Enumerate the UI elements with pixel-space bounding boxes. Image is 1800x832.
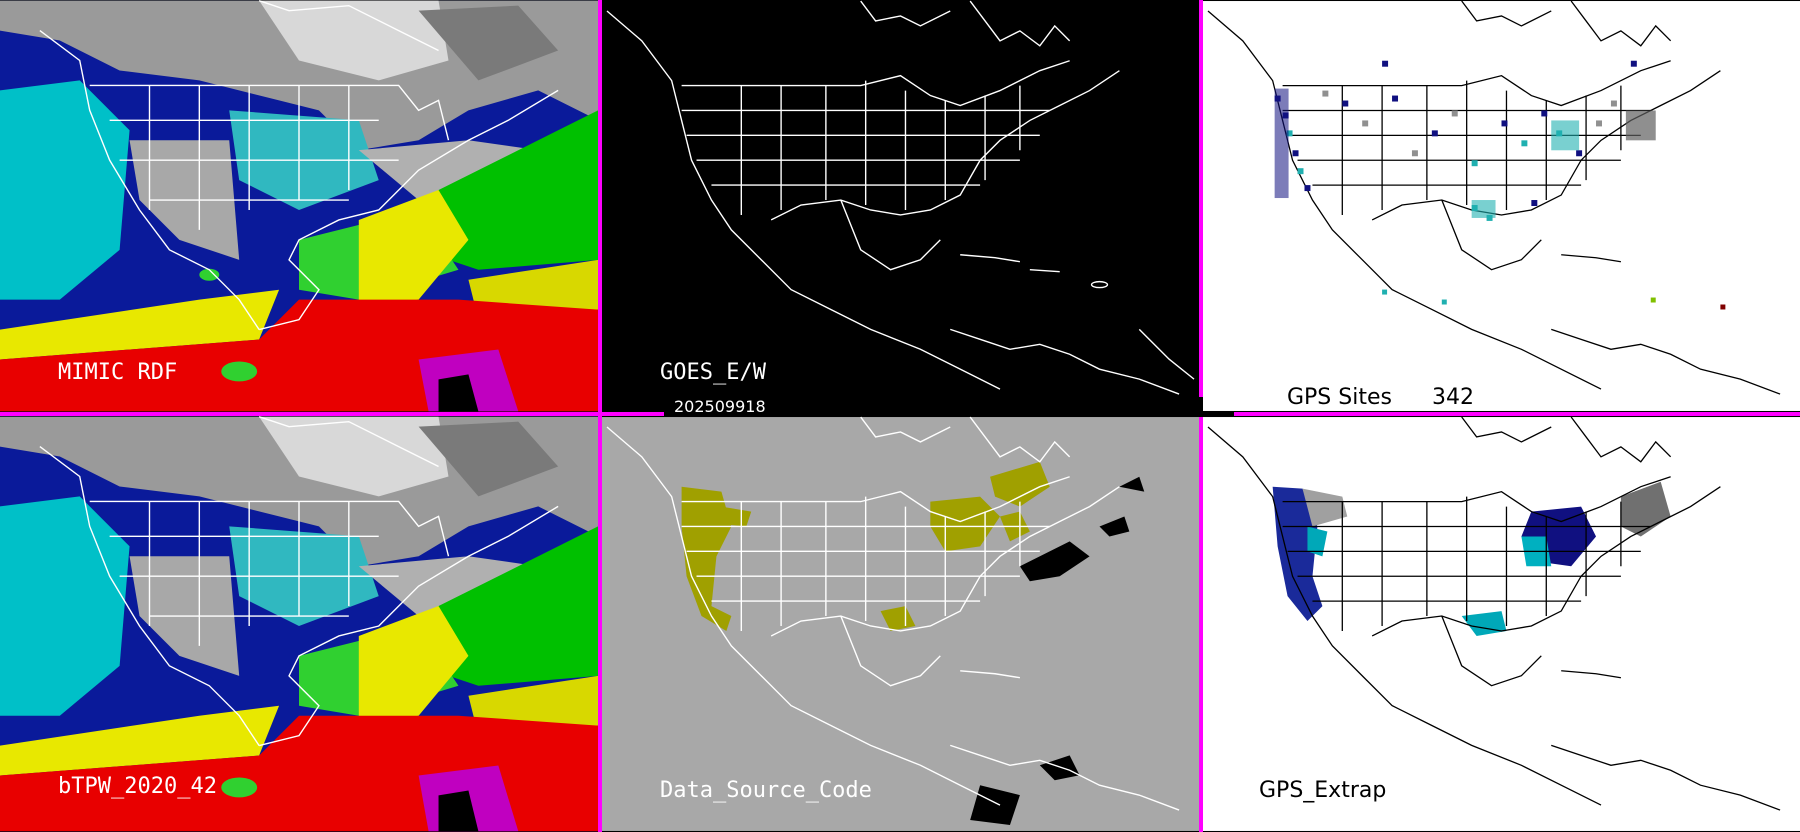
btpw-label: bTPW_2020_42: [58, 774, 217, 799]
gps-extrap-map: [1203, 416, 1800, 831]
mimic-rdf-map: [0, 0, 598, 412]
gps-sites-label-text: GPS Sites: [1286, 385, 1392, 410]
timestamp-text: 202509918: [674, 397, 766, 416]
data-source-map: [602, 416, 1199, 831]
gps-sites-label: GPS Sites 342: [1259, 360, 1474, 412]
gps-extrap-panel: GPS_Extrap: [1203, 416, 1800, 832]
gps-sites-panel: GPS Sites 342: [1203, 0, 1800, 412]
btpw-panel: bTPW_2020_42: [0, 416, 598, 832]
goes-panel: GOES_E/W: [602, 0, 1199, 412]
data-source-label: Data_Source_Code: [660, 778, 872, 803]
mimic-rdf-panel: MIMIC RDF: [0, 0, 598, 412]
goes-map: [602, 0, 1199, 411]
data-source-panel: Data_Source_Code: [602, 416, 1199, 832]
btpw-map: [0, 416, 598, 832]
timestamp-bar: 202509918: [664, 397, 1234, 417]
gps-extrap-label: GPS_Extrap: [1259, 778, 1387, 803]
goes-label: GOES_E/W: [660, 360, 766, 385]
gps-sites-count: 342: [1431, 385, 1474, 410]
panel-divider-vertical-left: [598, 0, 602, 832]
mimic-rdf-label: MIMIC RDF: [58, 360, 178, 385]
gps-sites-map: [1203, 0, 1800, 411]
